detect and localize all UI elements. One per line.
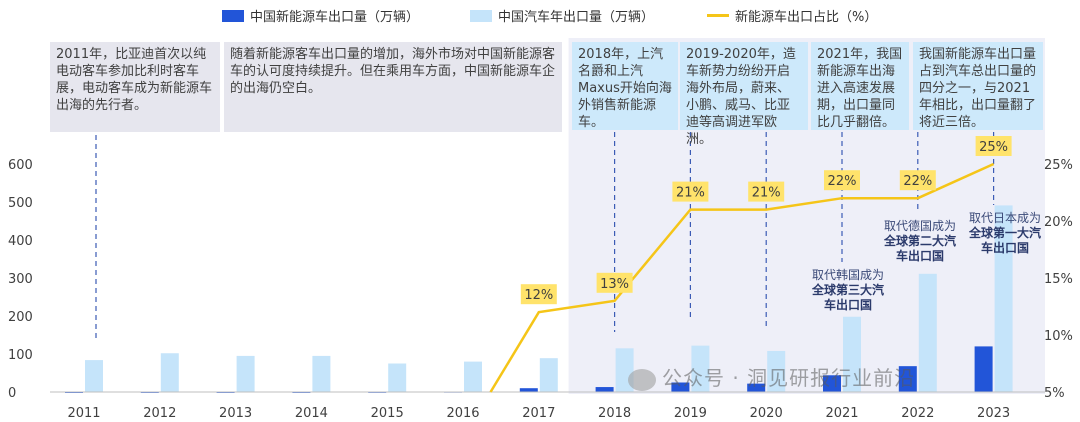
share-label-bg <box>899 170 936 191</box>
x-tick-label: 2012 <box>143 406 176 421</box>
y-left-tick-label: 200 <box>8 310 33 325</box>
legend-total-swatch <box>470 9 492 22</box>
bar-total-export <box>85 360 103 392</box>
x-tick-label: 2017 <box>522 406 555 421</box>
note-2023: 取代日本成为 全球第一大汽 车出口国 <box>957 211 1053 256</box>
bar-total-export <box>691 345 710 392</box>
note-2021: 取代韩国成为 全球第三大汽 车出口国 <box>800 268 896 313</box>
share-label: 13% <box>600 277 629 292</box>
watermark-text: 公众号 · 洞见研报行业前沿 <box>662 366 916 390</box>
x-tick-label: 2013 <box>219 406 252 421</box>
bar-total-export <box>767 350 786 392</box>
axes: 2011 2012 2013 2014 2015 2016 2017 2018 2019 2020… <box>8 158 1073 421</box>
x-tick-label: 2023 <box>977 406 1010 421</box>
y-right-tick-label: 25% <box>1044 158 1073 173</box>
bar-nev-export <box>595 387 614 392</box>
legend-share-label: 新能源车出口占比（%） <box>735 10 878 25</box>
legend-total-label: 中国汽车年出口量（万辆） <box>498 10 655 25</box>
note-2023-line3: 车出口国 <box>980 241 1029 255</box>
share-label: 25% <box>979 140 1008 155</box>
share-label-bg <box>672 181 709 202</box>
note-2021-line3: 车出口国 <box>823 298 872 312</box>
bar-total-export <box>236 355 255 392</box>
y-right-tick-label: 5% <box>1044 386 1065 401</box>
y-left-tick-label: 0 <box>8 386 16 401</box>
x-tick-label: 2018 <box>598 406 631 421</box>
bar-total-export <box>388 363 407 392</box>
x-tick-label: 2016 <box>446 406 479 421</box>
bar-total-export <box>843 316 861 392</box>
share-label: 21% <box>752 186 781 201</box>
legend-nev-label: 中国新能源车出口量（万辆） <box>250 10 420 25</box>
share-label: 21% <box>676 186 705 201</box>
legend-nev-swatch <box>222 9 244 22</box>
note-2023-line1: 取代日本成为 <box>968 211 1041 225</box>
annotation-2023: 我国新能源车出口量占到汽车总出口量的四分之一，与2021年相比，出口量翻了将近三… <box>913 42 1043 130</box>
share-label-bg <box>975 136 1012 156</box>
x-tick-label: 2019 <box>674 406 707 421</box>
bar-total-export <box>918 273 937 392</box>
bar-nev-export <box>974 346 993 392</box>
note-2022-line1: 取代德国成为 <box>883 219 956 233</box>
x-tick-label: 2011 <box>67 406 100 421</box>
note-2021-line1: 取代韩国成为 <box>811 268 884 282</box>
annotation-2018: 2018年，上汽名爵和上汽Maxus开始向海外销售新能源车。 <box>572 42 678 130</box>
share-label: 12% <box>524 288 553 303</box>
x-tick-label: 2020 <box>750 406 783 421</box>
annotation-2019-2020: 2019-2020年，造车新势力纷纷开启海外布局，蔚来、小鹏、威马、比亚迪等高调… <box>680 42 808 147</box>
y-right-tick-label: 15% <box>1044 272 1073 287</box>
bar-total-export <box>160 353 179 392</box>
y-left-tick-label: 500 <box>8 196 33 211</box>
note-2022-line2: 全球第二大汽 <box>883 234 956 248</box>
bar-nev-export <box>519 388 538 392</box>
bar-nev-export <box>823 375 841 392</box>
y-right-tick-label: 10% <box>1044 329 1073 344</box>
annotation-2012-2017: 随着新能源客车出口量的增加，海外市场对中国新能源客车的认可度持续提升。但在乘用车… <box>224 42 562 132</box>
bar-nev-export <box>898 366 917 392</box>
bar-total-export <box>464 361 482 392</box>
share-label-bg <box>596 272 633 293</box>
wechat-icon <box>628 368 656 391</box>
annotation-2021: 2021年，我国新能源车出海进入高速发展期，出口量同比几乎翻倍。 <box>811 42 909 130</box>
share-line: 12% 13% 21% 21% 22% 22% 25% <box>489 136 1012 393</box>
watermark: 公众号 · 洞见研报行业前沿 <box>628 362 915 391</box>
legend-nev-export: 中国新能源车出口量（万辆） <box>222 6 419 25</box>
y-right-tick-label: 20% <box>1044 215 1073 230</box>
bar-total-export <box>539 358 558 392</box>
bar-total-export <box>994 205 1013 392</box>
x-tick-label: 2014 <box>295 406 328 421</box>
bar-total-export <box>312 355 331 392</box>
bar-nev-export <box>747 383 766 392</box>
share-label-bg <box>520 284 557 305</box>
bar-nev-export <box>671 382 690 392</box>
share-label-bg <box>824 170 860 191</box>
note-2021-line2: 全球第三大汽 <box>811 283 884 297</box>
x-tick-label: 2015 <box>371 406 404 421</box>
y-left-tick-label: 100 <box>8 348 33 363</box>
y-left-tick-label: 400 <box>8 234 33 249</box>
legend-total-export: 中国汽车年出口量（万辆） <box>470 6 654 25</box>
annotation-2011: 2011年，比亚迪首次以纯电动客车参加比利时客车展，电动客车成为新能源车出海的先… <box>50 42 220 132</box>
note-2022-line3: 车出口国 <box>895 249 944 263</box>
note-2022: 取代德国成为 全球第二大汽 车出口国 <box>872 219 968 264</box>
share-label: 22% <box>828 174 857 189</box>
share-line-path <box>489 162 995 393</box>
x-tick-label: 2021 <box>825 406 858 421</box>
legend-share: 新能源车出口占比（%） <box>707 6 877 25</box>
annotation-leader-lines <box>95 132 995 342</box>
share-label-bg <box>748 181 785 202</box>
legend-share-swatch <box>707 14 729 17</box>
share-label: 22% <box>903 174 932 189</box>
note-2023-line2: 全球第一大汽 <box>968 226 1041 240</box>
x-tick-label: 2022 <box>901 406 934 421</box>
y-left-tick-label: 300 <box>8 272 33 287</box>
y-left-tick-label: 600 <box>8 158 33 173</box>
